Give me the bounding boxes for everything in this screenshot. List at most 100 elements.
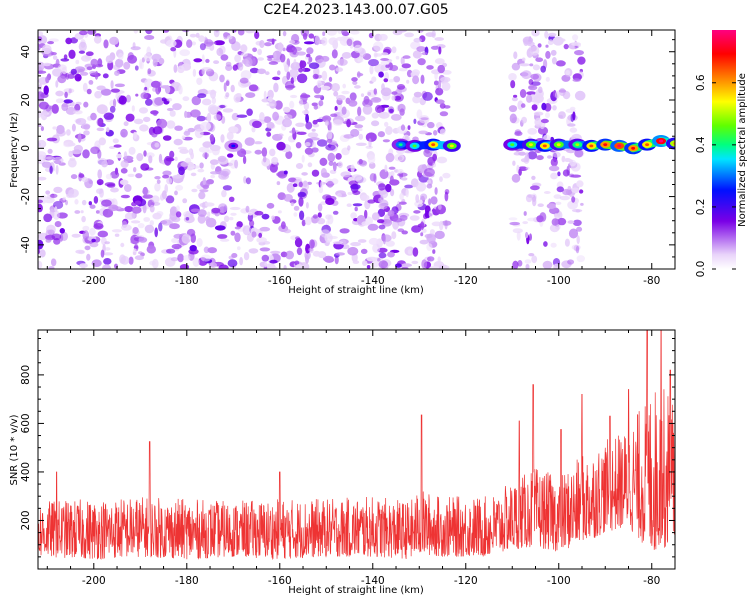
spectrogram-speckle <box>103 258 112 265</box>
spectrogram-speckle <box>545 44 549 48</box>
spectrogram-speckle <box>337 58 348 66</box>
spectrogram-speckle <box>552 36 564 46</box>
spectrogram-speckle <box>102 208 114 218</box>
spectrogram-speckle <box>342 83 347 89</box>
spectrogram-speckle <box>123 121 129 127</box>
spectrogram-speckle <box>173 64 178 73</box>
spectrogram-speckle <box>304 142 311 147</box>
spectrogram-speckle <box>547 39 554 46</box>
spectrogram-speckle <box>207 247 217 254</box>
spectrogram-speckle <box>209 144 221 152</box>
spectrogram-speckle <box>391 95 396 101</box>
spectrogram-speckle <box>189 245 197 252</box>
spectrogram-speckle <box>563 158 572 162</box>
spectrogram-speckle <box>385 152 395 163</box>
spectrogram-speckle <box>198 146 210 153</box>
spectrogram-speckle <box>526 91 536 96</box>
spectrogram-speckle <box>64 91 68 99</box>
spectrogram-speckle <box>52 68 63 77</box>
spectrogram-speckle <box>411 260 419 265</box>
spectrogram-speckle <box>417 58 426 66</box>
spectrogram-speckle <box>548 165 560 172</box>
spectrogram-speckle <box>78 41 87 52</box>
spectrogram-speckle <box>90 112 97 121</box>
spectrogram-speckle <box>525 194 533 203</box>
spectrogram-speckle <box>225 80 230 87</box>
spectrogram-speckle <box>371 120 380 127</box>
spectrogram-speckle <box>562 169 570 177</box>
spectrogram-speckle <box>437 256 441 263</box>
spectrogram-speckle <box>369 64 374 75</box>
spectrogram-speckle <box>206 90 217 95</box>
spectrogram-speckle <box>96 127 105 132</box>
spectrogram-speckle <box>81 176 88 183</box>
spectrogram-speckle <box>554 213 558 217</box>
spectrogram-speckle <box>139 124 149 132</box>
spectrogram-speckle <box>373 173 377 183</box>
spectrogram-speckle <box>177 65 185 74</box>
spectrogram-speckle <box>394 95 402 101</box>
spectrogram-speckle <box>110 88 120 93</box>
spectrogram-speckle <box>367 199 376 204</box>
spectrogram-speckle <box>124 212 136 220</box>
spectrogram-speckle <box>531 175 536 180</box>
spectrogram-speckle <box>325 197 335 205</box>
spectrogram-speckle <box>199 162 204 169</box>
spectrogram-speckle <box>101 160 108 168</box>
spectrogram-speckle <box>441 81 451 91</box>
spectrogram-speckle <box>103 39 109 49</box>
spectrogram-speckle <box>562 188 573 196</box>
spectrogram-speckle <box>200 121 212 131</box>
spectrogram-speckle <box>109 146 116 149</box>
spectrogram-speckle <box>60 58 70 62</box>
spectrogram-speckle <box>412 95 421 104</box>
spectrogram-speckle <box>38 203 43 213</box>
spectrogram-speckle <box>522 221 528 225</box>
spectrogram-speckle <box>95 210 100 214</box>
spectrogram-speckle <box>55 98 64 104</box>
spectrogram-speckle <box>259 247 271 252</box>
spectrogram-speckle <box>252 120 262 129</box>
spectrogram-speckle <box>296 73 308 84</box>
spectrogram-speckle <box>533 94 544 103</box>
spectrogram-speckle <box>81 199 87 206</box>
spectrogram-speckle <box>252 47 257 53</box>
spectrogram-speckle <box>333 91 339 97</box>
spectrogram-speckle <box>109 105 116 113</box>
spectrogram-speckle <box>437 204 442 211</box>
spectrogram-speckle <box>364 209 368 219</box>
y-tick-label: 40 <box>20 45 32 58</box>
spectrogram-speckle <box>67 158 77 168</box>
spectrogram-speckle <box>406 79 410 84</box>
x-tick-label: -80 <box>643 275 660 287</box>
spectrogram-speckle <box>542 260 553 269</box>
spectrogram-speckle <box>360 93 365 97</box>
spectrogram-speckle <box>294 237 303 248</box>
spectrogram-speckle <box>531 255 538 264</box>
spectrogram-speckle <box>96 179 104 186</box>
spectrogram-speckle <box>407 125 411 130</box>
spectrogram-speckle <box>68 49 76 59</box>
spectrogram-speckle <box>219 74 225 83</box>
spectrogram-speckle <box>429 266 439 269</box>
spectrogram-speckle <box>78 50 85 54</box>
spectrogram-speckle <box>419 239 429 245</box>
spectrogram-speckle <box>254 31 260 40</box>
spectrogram-speckle <box>145 152 155 158</box>
colorbar-tick-label: 0.4 <box>695 136 707 153</box>
spectrogram-speckle <box>127 173 135 178</box>
spectrogram-speckle <box>295 163 304 169</box>
spectrogram-speckle <box>382 139 390 143</box>
spectrogram-speckle <box>520 103 526 108</box>
spectrogram-speckle <box>182 30 190 33</box>
spectrogram-speckle <box>231 253 238 258</box>
spectrogram-speckle <box>144 35 155 40</box>
spectrogram-speckle <box>118 52 124 61</box>
spectrogram-speckle <box>152 126 163 135</box>
spectrogram-speckle <box>187 127 196 133</box>
spectrogram-speckle <box>138 237 148 243</box>
spectrogram-speckle <box>511 62 521 71</box>
spectrogram-speckle <box>298 68 303 73</box>
spectrogram-speckle <box>151 195 160 204</box>
spectrogram-speckle <box>390 114 402 121</box>
